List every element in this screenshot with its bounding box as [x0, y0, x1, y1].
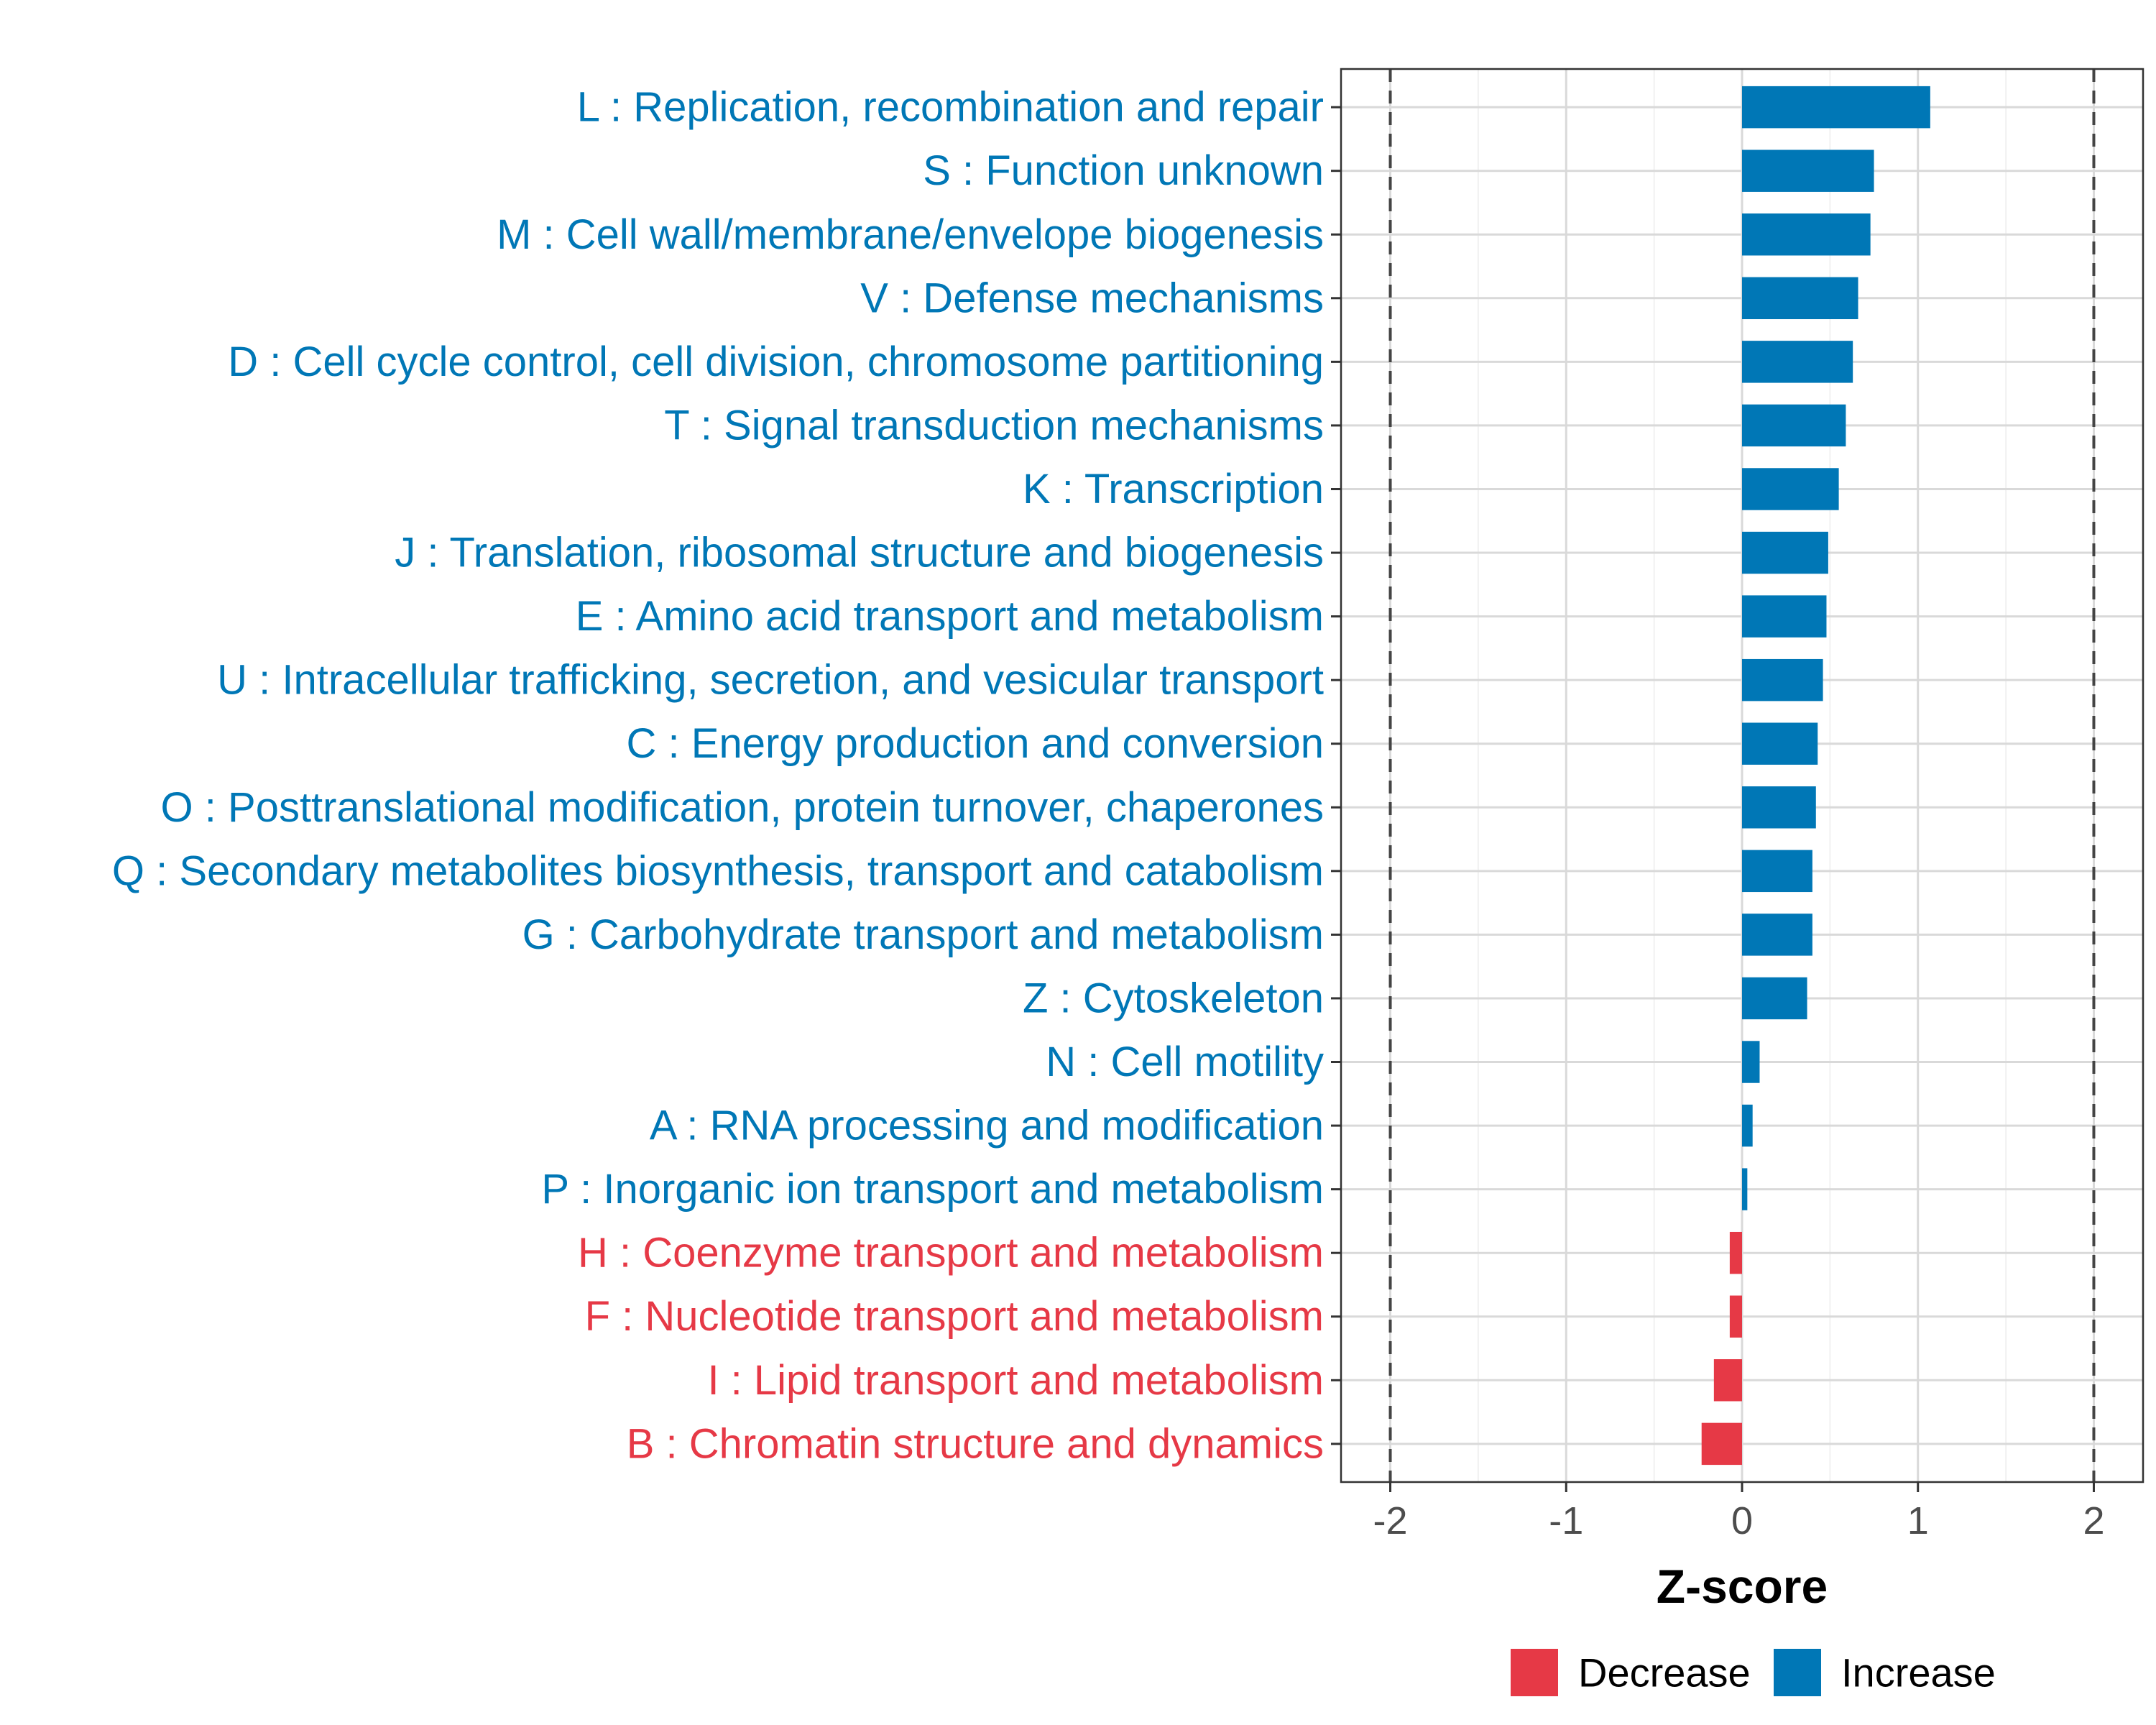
category-label: B : Chromatin structure and dynamics	[627, 1420, 1324, 1467]
bar	[1742, 914, 1812, 956]
y-axis-ticks	[1331, 106, 1341, 1445]
legend-swatch-increase	[1774, 1649, 1821, 1696]
category-label: O : Posttranslational modification, prot…	[161, 784, 1324, 831]
bar	[1742, 658, 1823, 702]
category-label: L : Replication, recombination and repai…	[577, 84, 1324, 131]
bar	[1742, 404, 1846, 447]
x-tick-label: -2	[1373, 1499, 1408, 1542]
legend-swatch-decrease	[1511, 1649, 1558, 1696]
bar	[1742, 850, 1812, 893]
bar	[1742, 1168, 1748, 1210]
bar	[1713, 1359, 1742, 1402]
x-axis-title: Z-score	[1657, 1560, 1828, 1613]
category-label: C : Energy production and conversion	[627, 720, 1324, 767]
x-axis-ticks: -2 -1 0 1 2	[1373, 1482, 2104, 1542]
category-label: P : Inorganic ion transport and metaboli…	[541, 1166, 1324, 1213]
category-label: F : Nucleotide transport and metabolism	[585, 1293, 1324, 1340]
category-label: T : Signal transduction mechanisms	[664, 402, 1324, 448]
x-tick-label: 0	[1731, 1499, 1753, 1542]
category-label: Z : Cytoskeleton	[1023, 975, 1324, 1021]
category-label: M : Cell wall/membrane/envelope biogenes…	[497, 211, 1324, 258]
bar	[1742, 341, 1853, 383]
bar	[1701, 1422, 1742, 1466]
bar	[1742, 595, 1827, 638]
bar	[1742, 1104, 1753, 1147]
legend-label-decrease: Decrease	[1578, 1650, 1751, 1696]
bars	[1701, 86, 1930, 1466]
bar	[1742, 150, 1874, 192]
bar	[1729, 1231, 1742, 1274]
bar	[1742, 468, 1839, 510]
category-label: V : Defense mechanisms	[860, 275, 1324, 321]
category-label: J : Translation, ribosomal structure and…	[395, 530, 1324, 576]
category-label: N : Cell motility	[1046, 1039, 1324, 1085]
bar	[1742, 277, 1858, 320]
category-labels: L : Replication, recombination and repai…	[112, 84, 1324, 1468]
category-label: S : Function unknown	[923, 147, 1324, 194]
x-tick-label: 2	[2083, 1499, 2104, 1542]
bar	[1742, 531, 1828, 574]
bar	[1742, 722, 1818, 765]
bar	[1742, 213, 1871, 256]
legend-label-increase: Increase	[1841, 1650, 1996, 1696]
bar	[1742, 1041, 1760, 1083]
bar	[1742, 786, 1816, 829]
category-label: D : Cell cycle control, cell division, c…	[228, 339, 1324, 385]
category-label: E : Amino acid transport and metabolism	[576, 593, 1324, 640]
category-label: Q : Secondary metabolites biosynthesis, …	[112, 847, 1324, 894]
x-tick-label: 1	[1907, 1499, 1929, 1542]
category-label: H : Coenzyme transport and metabolism	[578, 1230, 1324, 1276]
category-label: U : Intracellular trafficking, secretion…	[217, 657, 1324, 704]
bar	[1742, 977, 1807, 1020]
legend: Decrease Increase	[1511, 1649, 1996, 1696]
category-label: G : Carbohydrate transport and metabolis…	[522, 911, 1324, 958]
category-label: K : Transcription	[1023, 466, 1324, 512]
category-label: A : RNA processing and modification	[650, 1103, 1324, 1149]
x-tick-label: -1	[1549, 1499, 1583, 1542]
category-label: I : Lipid transport and metabolism	[707, 1357, 1324, 1404]
bar	[1742, 86, 1930, 129]
bar	[1729, 1295, 1742, 1338]
